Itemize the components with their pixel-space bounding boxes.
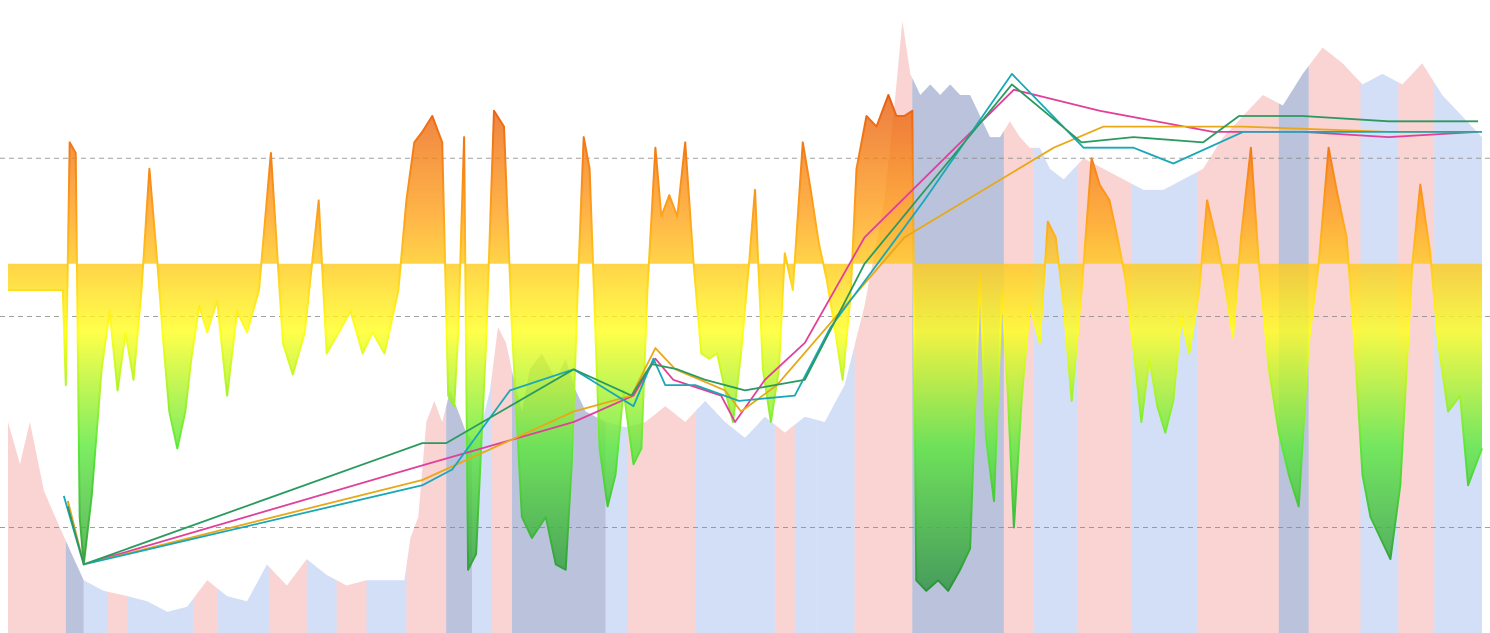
regime-band	[336, 580, 367, 633]
regime-band	[627, 417, 652, 633]
regime-band	[426, 400, 447, 633]
regime-band	[794, 416, 817, 633]
regime-band	[193, 580, 218, 633]
regime-band	[816, 345, 855, 633]
regime-band	[366, 566, 407, 633]
regime-band	[1077, 158, 1132, 633]
regime-band	[651, 406, 696, 633]
regime-band	[695, 400, 726, 633]
regime-band	[1308, 47, 1361, 633]
regime-band	[774, 424, 795, 633]
regime-band	[65, 540, 84, 633]
oscillator-line	[8, 94, 1483, 592]
regime-band	[492, 327, 512, 633]
series-line	[66, 125, 1478, 566]
regime-band	[1398, 63, 1435, 633]
regime-band	[83, 580, 108, 633]
regime-band	[268, 559, 307, 633]
regime-band	[217, 564, 269, 633]
series-line	[66, 83, 1478, 566]
series-line	[62, 73, 1482, 566]
regime-band	[107, 591, 128, 633]
regime-band	[1197, 135, 1225, 633]
series-lines	[62, 73, 1482, 566]
regime-band	[725, 416, 775, 633]
oscillator-area	[8, 94, 1483, 592]
regime-band	[306, 559, 337, 633]
regime-band	[1225, 95, 1279, 633]
regime-band	[127, 596, 158, 633]
regime-band	[157, 598, 194, 633]
series-line	[66, 88, 1479, 566]
